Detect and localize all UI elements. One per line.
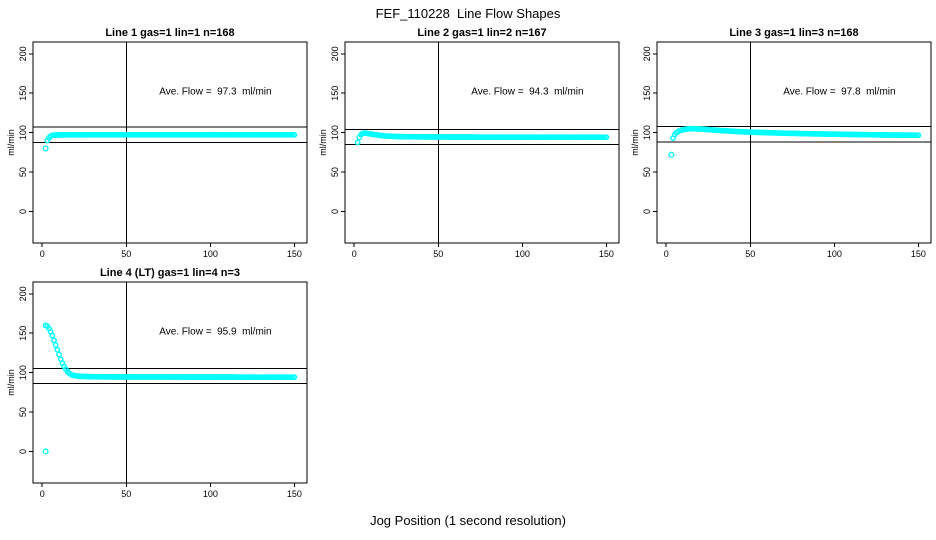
plot-box (32, 281, 308, 484)
x-tick-label: 50 (433, 249, 443, 259)
outlier-point (42, 448, 49, 455)
panel-line-1: Line 1 gas=1 lin=1 n=168 0 50 100 150 0 50 100 1… (0, 24, 312, 264)
flow-curve-points (42, 322, 298, 381)
y-tick-label: 150 (330, 86, 340, 101)
panel-plot: Line 1 gas=1 lin=1 n=168 0 50 100 150 0 50 100 1… (6, 27, 308, 259)
y-tick-label: 100 (330, 125, 340, 140)
y-tick-label: 100 (18, 125, 28, 140)
x-axis-label: Jog Position (1 second resolution) (370, 513, 566, 528)
y-axis-unit-label: ml/min (6, 129, 16, 156)
y-tick-label: 150 (18, 86, 28, 101)
x-tick-label: 0 (352, 249, 357, 259)
flow-curve-points (354, 130, 610, 146)
ave-flow-annotation: Ave. Flow = 94.3 ml/min (471, 87, 583, 98)
panel-title: Line 1 gas=1 lin=1 n=168 (105, 27, 234, 39)
y-tick-label: 0 (18, 449, 28, 454)
x-tick-label: 100 (203, 249, 218, 259)
ave-flow-annotation: Ave. Flow = 97.3 ml/min (159, 87, 271, 98)
y-tick-label: 50 (330, 167, 340, 177)
y-tick-label: 50 (18, 167, 28, 177)
x-tick-label: 100 (203, 489, 218, 499)
y-axis-unit-label: ml/min (630, 129, 640, 156)
x-tick-label: 0 (40, 249, 45, 259)
y-tick-label: 50 (18, 407, 28, 417)
outlier-point (42, 145, 49, 152)
y-axis-unit-label: ml/min (6, 369, 16, 396)
ave-flow-annotation: Ave. Flow = 97.8 ml/min (783, 87, 895, 98)
y-tick-label: 200 (18, 46, 28, 61)
figure-title: FEF_110228 Line Flow Shapes (375, 6, 561, 21)
y-tick-label: 100 (642, 125, 652, 140)
y-tick-label: 150 (642, 86, 652, 101)
panel-plot: Line 4 (LT) gas=1 lin=4 n=3 0 50 100 150 0 50 1… (6, 267, 308, 499)
y-tick-label: 0 (18, 209, 28, 214)
x-tick-label: 100 (827, 249, 842, 259)
y-tick-label: 200 (642, 46, 652, 61)
plot-box (344, 41, 620, 244)
x-tick-label: 50 (745, 249, 755, 259)
x-tick-label: 0 (40, 489, 45, 499)
panel-title: Line 2 gas=1 lin=2 n=167 (417, 27, 546, 39)
panel-line-4: Line 4 (LT) gas=1 lin=4 n=3 0 50 100 150 0 50 1… (0, 264, 312, 504)
y-tick-label: 0 (330, 209, 340, 214)
panel-line-2: Line 2 gas=1 lin=2 n=167 0 50 100 150 0 50 100 1… (312, 24, 624, 264)
flow-curve-points (670, 125, 922, 142)
panel-plot: Line 3 gas=1 lin=3 n=168 0 50 100 150 0 50 100 1… (630, 27, 932, 259)
y-tick-label: 100 (18, 365, 28, 380)
panel-title: Line 3 gas=1 lin=3 n=168 (729, 27, 858, 39)
y-tick-label: 150 (18, 326, 28, 341)
y-tick-label: 200 (18, 286, 28, 301)
x-tick-label: 50 (121, 489, 131, 499)
x-tick-label: 150 (911, 249, 926, 259)
panel-plot: Line 2 gas=1 lin=2 n=167 0 50 100 150 0 50 100 1… (318, 27, 620, 259)
y-tick-label: 50 (642, 167, 652, 177)
x-tick-label: 150 (287, 249, 302, 259)
panel-line-3: Line 3 gas=1 lin=3 n=168 0 50 100 150 0 50 100 1… (624, 24, 936, 264)
y-axis-unit-label: ml/min (318, 129, 328, 156)
ave-flow-annotation: Ave. Flow = 95.9 ml/min (159, 327, 271, 338)
panel-title: Line 4 (LT) gas=1 lin=4 n=3 (100, 267, 240, 279)
x-tick-label: 100 (515, 249, 530, 259)
y-tick-label: 0 (642, 209, 652, 214)
x-tick-label: 0 (664, 249, 669, 259)
outlier-point (668, 151, 675, 158)
x-tick-label: 150 (599, 249, 614, 259)
plot-box (32, 41, 308, 244)
plot-box (656, 41, 932, 244)
y-tick-label: 200 (330, 46, 340, 61)
flow-curve-points (44, 131, 298, 144)
x-tick-label: 150 (287, 489, 302, 499)
x-tick-label: 50 (121, 249, 131, 259)
